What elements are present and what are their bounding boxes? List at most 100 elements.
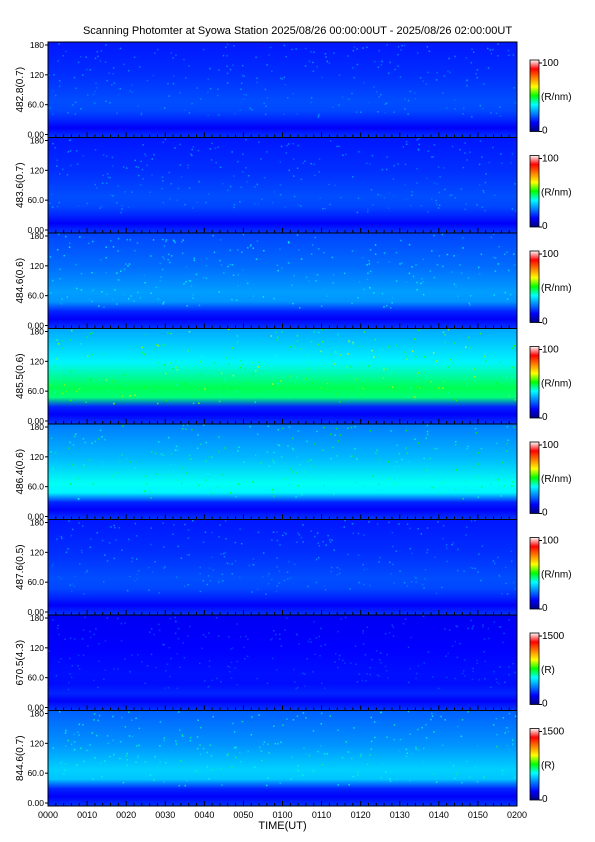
noise-speck xyxy=(50,292,52,294)
noise-speck xyxy=(326,389,328,391)
noise-speck xyxy=(503,632,505,635)
noise-speck xyxy=(436,492,439,494)
noise-speck xyxy=(426,177,428,179)
noise-speck xyxy=(324,207,327,210)
noise-speck xyxy=(311,381,313,384)
noise-speck xyxy=(278,582,280,584)
noise-speck xyxy=(242,64,244,67)
noise-speck xyxy=(200,726,202,729)
noise-speck xyxy=(96,532,98,534)
noise-speck xyxy=(272,202,274,204)
y-tick-label: 0.00 xyxy=(27,703,44,713)
noise-speck xyxy=(337,784,339,786)
noise-speck xyxy=(94,440,97,443)
noise-speck xyxy=(228,636,230,638)
noise-speck xyxy=(88,298,90,300)
noise-speck xyxy=(101,291,103,293)
noise-speck xyxy=(508,54,510,56)
noise-speck xyxy=(179,729,181,731)
noise-speck xyxy=(255,484,258,486)
noise-speck xyxy=(224,447,226,449)
noise-speck xyxy=(347,427,349,429)
noise-speck xyxy=(291,284,293,286)
noise-speck xyxy=(163,644,165,646)
noise-speck xyxy=(452,541,455,544)
noise-speck xyxy=(60,347,63,350)
noise-speck xyxy=(389,780,392,782)
noise-speck xyxy=(381,292,384,295)
noise-speck xyxy=(415,746,417,748)
noise-speck xyxy=(144,682,146,684)
noise-speck xyxy=(59,173,61,175)
noise-speck xyxy=(48,650,51,652)
noise-speck xyxy=(453,99,456,102)
colorbar-max-label: 100 xyxy=(542,58,559,69)
noise-speck xyxy=(256,77,258,79)
noise-speck xyxy=(369,286,371,289)
noise-speck xyxy=(277,336,279,339)
noise-speck xyxy=(138,727,141,730)
y-tick-label: 0.00 xyxy=(27,512,44,522)
noise-speck xyxy=(177,637,180,640)
noise-speck xyxy=(398,749,400,752)
noise-speck xyxy=(81,638,84,640)
noise-speck xyxy=(226,754,228,757)
noise-speck xyxy=(416,672,418,675)
noise-speck xyxy=(82,654,85,657)
colorbar-min-label: 0 xyxy=(542,221,548,232)
noise-speck xyxy=(246,181,248,183)
noise-speck xyxy=(514,183,516,185)
noise-speck xyxy=(141,661,143,663)
noise-speck xyxy=(305,753,307,755)
noise-speck xyxy=(101,461,103,463)
noise-speck xyxy=(472,51,475,53)
noise-speck xyxy=(154,390,156,392)
noise-speck xyxy=(272,531,275,533)
noise-speck xyxy=(105,380,108,382)
noise-speck xyxy=(320,712,323,715)
noise-speck xyxy=(200,443,202,445)
noise-speck xyxy=(187,635,189,637)
noise-speck xyxy=(252,564,255,566)
noise-speck xyxy=(352,532,354,535)
noise-speck xyxy=(60,340,63,342)
noise-speck xyxy=(290,577,292,579)
noise-speck xyxy=(67,548,69,550)
noise-speck xyxy=(117,250,119,252)
noise-speck xyxy=(169,261,171,264)
noise-speck xyxy=(217,635,220,637)
noise-speck xyxy=(75,263,77,266)
noise-speck xyxy=(150,527,153,529)
noise-speck xyxy=(140,113,143,116)
noise-speck xyxy=(158,441,160,443)
noise-speck xyxy=(431,487,433,489)
noise-speck xyxy=(465,760,468,763)
noise-speck xyxy=(175,621,177,623)
noise-speck xyxy=(270,46,272,49)
noise-speck xyxy=(122,781,125,784)
noise-speck xyxy=(384,103,387,105)
noise-speck xyxy=(251,716,253,718)
noise-speck xyxy=(408,272,411,275)
noise-speck xyxy=(229,492,231,494)
noise-speck xyxy=(230,677,233,679)
noise-speck xyxy=(234,746,236,749)
noise-speck xyxy=(129,575,131,578)
noise-speck xyxy=(124,658,126,660)
noise-speck xyxy=(218,114,220,116)
noise-speck xyxy=(357,387,359,389)
noise-speck xyxy=(312,61,314,64)
noise-speck xyxy=(404,163,407,166)
noise-speck xyxy=(334,661,336,663)
noise-speck xyxy=(236,684,239,686)
noise-speck xyxy=(284,206,286,208)
noise-speck xyxy=(247,750,249,753)
noise-speck xyxy=(105,44,107,46)
noise-speck xyxy=(496,681,498,684)
noise-speck xyxy=(64,769,66,771)
noise-speck xyxy=(91,271,93,274)
noise-speck xyxy=(307,354,310,356)
noise-speck xyxy=(337,333,339,336)
noise-speck xyxy=(97,719,99,722)
noise-speck xyxy=(65,235,67,238)
